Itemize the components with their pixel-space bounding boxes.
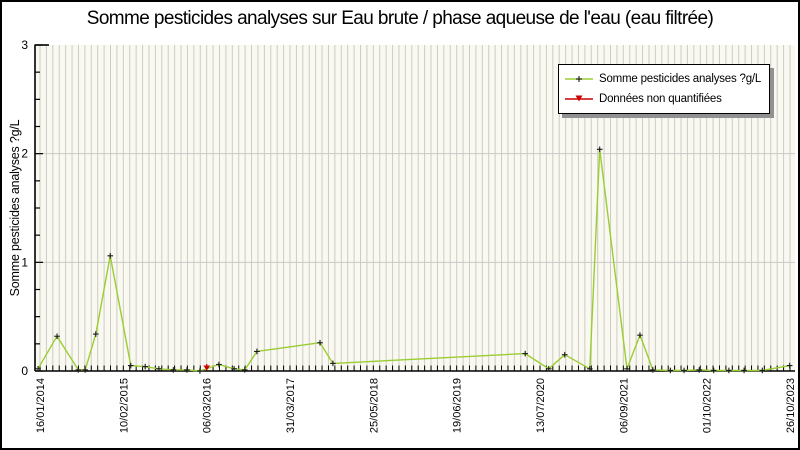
y-axis-labels: 0 1 2 3 (21, 38, 28, 378)
svg-text:1: 1 (21, 255, 28, 269)
svg-text:13/07/2020: 13/07/2020 (535, 378, 547, 433)
series-markers (35, 146, 793, 374)
svg-text:2: 2 (21, 147, 28, 161)
svg-text:01/10/2022: 01/10/2022 (702, 378, 714, 433)
svg-text:16/01/2014: 16/01/2014 (35, 378, 47, 433)
svg-text:06/09/2021: 06/09/2021 (618, 378, 630, 433)
y-axis-ticks (35, 44, 43, 372)
legend: Somme pesticides analyses ?g/L Données n… (558, 64, 771, 114)
legend-item-somme-pesticides: Somme pesticides analyses ?g/L (563, 69, 761, 89)
plus-marker-icon (563, 72, 595, 86)
svg-text:06/03/2016: 06/03/2016 (202, 378, 214, 433)
svg-text:31/03/2017: 31/03/2017 (285, 378, 297, 433)
legend-item-donnees-non-quantifiees: Données non quantifiées (563, 89, 761, 109)
svg-text:10/02/2015: 10/02/2015 (118, 378, 130, 433)
legend-label: Somme pesticides analyses ?g/L (599, 73, 762, 85)
svg-text:3: 3 (21, 38, 28, 52)
svg-text:0: 0 (21, 364, 28, 378)
x-axis-labels: 16/01/2014 10/02/2015 06/03/2016 31/03/2017… (35, 378, 797, 433)
chart-title: Somme pesticides analyses sur Eau brute … (86, 8, 714, 29)
svg-text:19/06/2019: 19/06/2019 (452, 378, 464, 433)
legend-label: Données non quantifiées (599, 93, 722, 105)
y-gridlines (36, 153, 795, 263)
svg-text:25/05/2018: 25/05/2018 (368, 378, 380, 433)
svg-text:26/10/2023: 26/10/2023 (785, 378, 797, 433)
non-quantified-markers (203, 364, 211, 371)
x-gridlines (39, 45, 791, 370)
down-arrow-marker-icon (563, 92, 595, 106)
x-axis-ticks (39, 365, 791, 371)
series-line (37, 148, 790, 372)
